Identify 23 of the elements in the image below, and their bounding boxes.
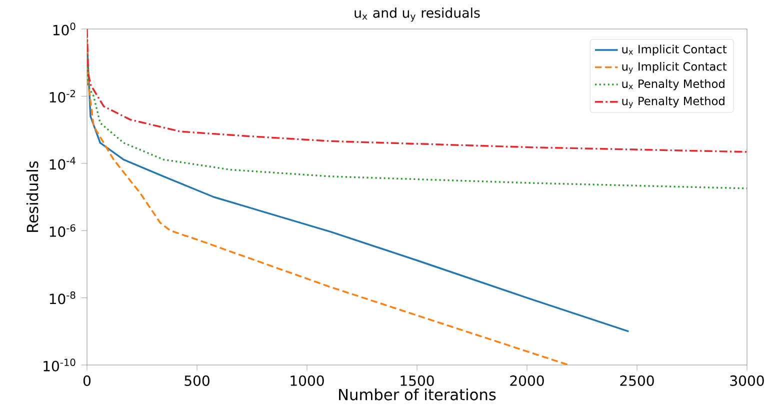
line-series [87, 38, 570, 366]
line-series [87, 29, 748, 153]
x-tick-label: 2000 [510, 375, 544, 386]
chart-title: u$_{x}$ and u$_{y}$ residuals [354, 8, 480, 22]
x-tick-label: 2500 [620, 375, 654, 386]
y-tick-label: 10$^{-8}$ [50, 291, 76, 304]
y-tick-label: 10$^{-2}$ [50, 90, 75, 103]
y-tick-label: 10$^{0}$ [53, 22, 76, 36]
x-tick-label: 0 [83, 375, 91, 386]
x-tick-label: 1000 [290, 375, 324, 386]
x-tick-label: 500 [184, 375, 210, 386]
legend-label: u$_{x}$ Penalty Method [622, 79, 724, 90]
legend-label: u$_{x}$ Implicit Contact [622, 44, 727, 56]
y-axis-title: Residuals [26, 161, 38, 232]
legend-label: u$_{y}$ Penalty Method [622, 96, 724, 108]
y-tick-label: 10$^{-6}$ [50, 224, 76, 237]
y-tick-label: 10$^{-4}$ [50, 157, 76, 170]
y-tick-label: 10$^{-10}$ [44, 358, 76, 372]
x-tick-label: 3000 [730, 375, 764, 386]
legend-label: u$_{y}$ Implicit Contact [622, 62, 727, 74]
x-axis-title: Number of iterations [339, 388, 496, 400]
x-tick-label: 1500 [400, 375, 434, 386]
line-series [87, 36, 748, 190]
